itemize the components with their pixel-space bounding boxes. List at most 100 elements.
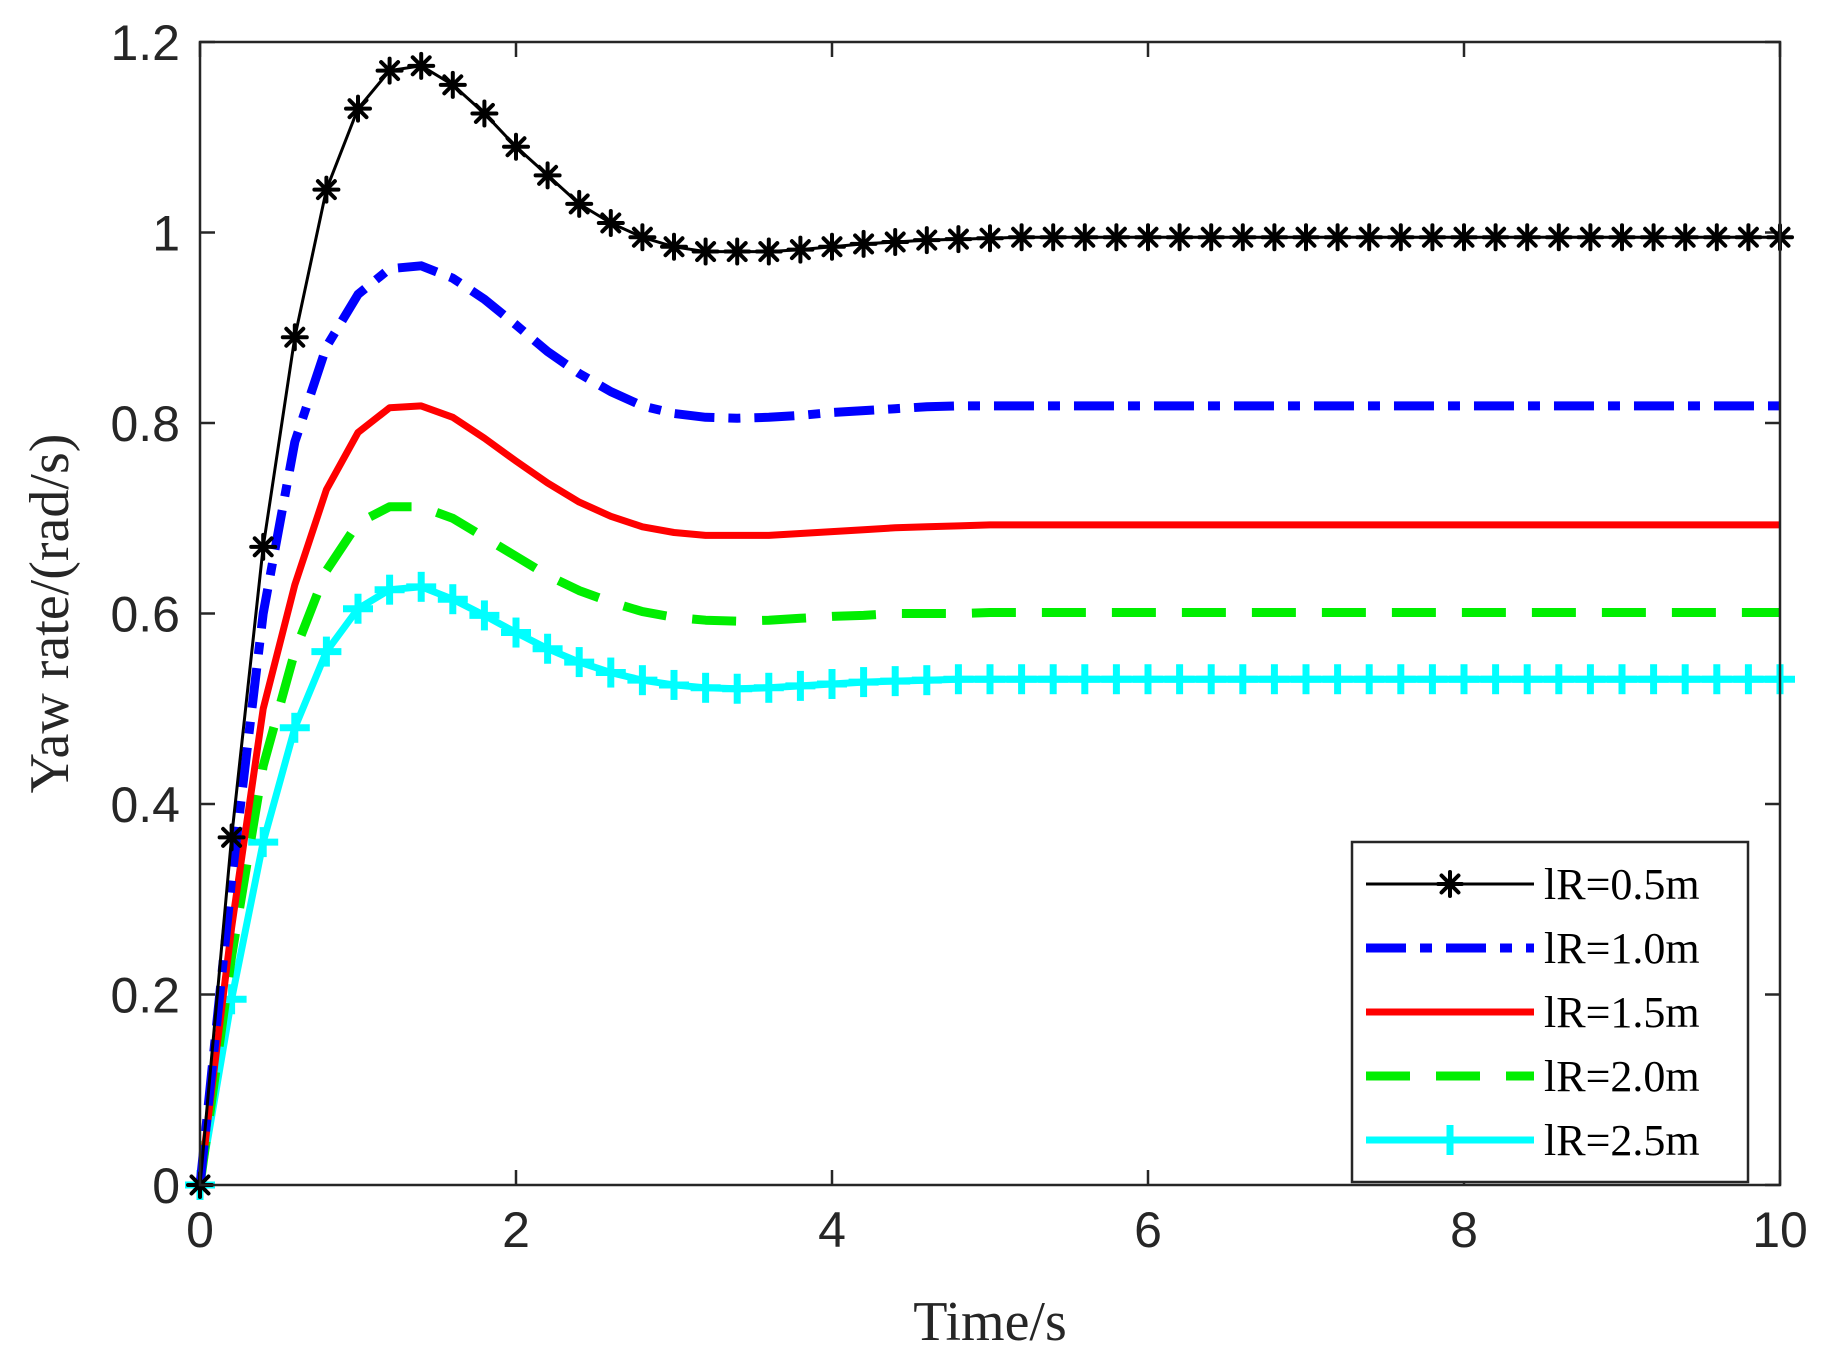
series-lr-2-5m-marker	[1069, 664, 1100, 695]
series-lr-0-5m-marker	[723, 237, 752, 266]
marker-stroke	[1611, 226, 1633, 248]
series-lr-0-5m-marker	[280, 323, 309, 352]
series-lr-2-5m-marker	[532, 633, 563, 664]
series-lr-2-5m-marker	[627, 665, 658, 696]
series-lr-0-5m-marker	[502, 132, 530, 161]
series-lr-0-5m-marker	[1134, 223, 1162, 252]
marker-stroke	[379, 60, 401, 82]
legend-entry: lR=1.0m	[1366, 924, 1700, 973]
marker-stroke	[1327, 226, 1349, 248]
series-lr-2-5m-marker	[1291, 664, 1321, 695]
series-lr-0-5m-marker	[1007, 223, 1036, 252]
legend-entry: lR=2.5m	[1366, 1116, 1700, 1165]
series-lr-2-5m-marker	[1575, 664, 1606, 695]
marker-stroke	[1232, 226, 1254, 248]
series-lr-0-5m-marker	[1639, 223, 1668, 252]
x-tick-label: 8	[1450, 1202, 1478, 1258]
legend-label: lR=1.0m	[1544, 924, 1700, 973]
marker-stroke	[1137, 226, 1159, 248]
series-lr-2-5m-marker	[1006, 664, 1037, 695]
series-lr-0-5m-marker	[1323, 223, 1352, 252]
marker-stroke	[1706, 226, 1728, 248]
series-lr-2-5m-marker	[1354, 664, 1385, 695]
marker-stroke	[884, 231, 906, 253]
series-lr-0-5m-marker	[1576, 223, 1605, 252]
plot-area	[185, 51, 1795, 1200]
marker-stroke	[1169, 226, 1191, 248]
series-lr-2-5m-marker	[785, 670, 816, 701]
series-lr-0-5m-marker	[660, 232, 688, 261]
marker-stroke	[916, 229, 938, 251]
marker-stroke	[1439, 873, 1461, 895]
marker-stroke	[1579, 226, 1601, 248]
marker-stroke	[473, 102, 495, 124]
series-lr-0-5m-marker	[976, 224, 1004, 253]
legend-marker	[1435, 1125, 1465, 1155]
series-lr-2-0m-line	[195, 502, 1780, 1186]
legend-label: lR=2.0m	[1544, 1052, 1700, 1101]
series-lr-0-5m-marker	[1292, 223, 1320, 252]
series-lr-2-5m-marker	[1196, 664, 1227, 695]
marker-stroke	[600, 212, 622, 234]
series-lr-0-5m-marker	[565, 189, 594, 218]
y-tick-label: 0	[152, 1158, 180, 1214]
marker-stroke	[1453, 226, 1475, 248]
legend-label: lR=1.5m	[1544, 988, 1700, 1037]
y-axis-title: Yaw rate/(rad/s)	[19, 434, 81, 794]
series-lr-2-5m-marker	[343, 593, 373, 624]
series-lr-2-5m-marker	[1512, 664, 1543, 695]
series-lr-2-5m-marker	[690, 672, 721, 703]
marker-stroke	[1042, 226, 1064, 248]
legend-entry: lR=0.5m	[1366, 860, 1700, 909]
series-lr-0-5m-marker	[849, 229, 878, 258]
marker-stroke	[1485, 226, 1507, 248]
series-lr-2-5m-marker	[437, 584, 468, 615]
marker-stroke	[853, 233, 875, 255]
marker-stroke	[568, 193, 590, 215]
marker-stroke	[979, 227, 1001, 249]
series-lr-2-5m-marker	[1670, 664, 1701, 695]
marker-stroke	[1674, 226, 1696, 248]
series-lr-0-5m-marker	[628, 223, 657, 252]
series-lr-2-5m-marker	[1259, 664, 1290, 695]
series-lr-2-5m-marker	[880, 666, 911, 697]
marker-stroke	[505, 136, 527, 158]
series-lr-2-5m-marker	[1733, 664, 1764, 695]
series-lr-2-5m-marker	[279, 712, 310, 743]
marker-stroke	[1263, 226, 1285, 248]
series-lr-2-5m-marker	[753, 672, 784, 703]
series-lr-0-5m	[186, 51, 1794, 1199]
series-lr-0-5m-marker	[1039, 223, 1068, 252]
series-lr-2-5m-marker	[1543, 664, 1574, 695]
series-lr-2-5m-marker	[248, 827, 279, 858]
series-lr-0-5m-marker	[1481, 223, 1510, 252]
series-lr-2-5m-marker	[1385, 664, 1416, 695]
series-lr-2-5m-marker	[311, 636, 342, 667]
y-tick-label: 0.4	[110, 777, 180, 833]
series-lr-2-5m-marker	[1227, 664, 1258, 695]
series-lr-0-5m-marker	[1102, 223, 1131, 252]
marker-stroke	[1390, 226, 1412, 248]
series-lr-0-5m-marker	[1450, 223, 1478, 252]
y-tick-label: 0.6	[110, 587, 180, 643]
x-tick-label: 4	[818, 1202, 846, 1258]
series-lr-0-5m-marker	[438, 70, 467, 99]
series-lr-2-5m-marker	[469, 600, 500, 631]
series-lr-0-5m-marker	[249, 532, 278, 561]
series-lr-0-5m-marker	[1165, 223, 1194, 252]
marker-stroke	[442, 74, 464, 96]
series-lr-1-5m-line	[196, 402, 1780, 1186]
x-tick-label: 10	[1752, 1202, 1808, 1258]
series-lr-0-5m-marker	[1702, 223, 1731, 252]
series-lr-2-5m-marker	[659, 669, 689, 700]
series-lr-2-5m-marker	[1638, 664, 1669, 695]
series-lr-2-5m-marker	[564, 647, 595, 678]
marker-stroke	[1074, 226, 1096, 248]
series-lr-2-5m-marker	[1607, 664, 1637, 695]
series-lr-0-5m-marker	[1734, 223, 1763, 252]
marker-stroke	[410, 55, 432, 77]
series-lr-2-5m-marker	[1322, 664, 1353, 695]
marker-stroke	[347, 98, 369, 120]
series-lr-2-5m-marker	[406, 571, 437, 602]
